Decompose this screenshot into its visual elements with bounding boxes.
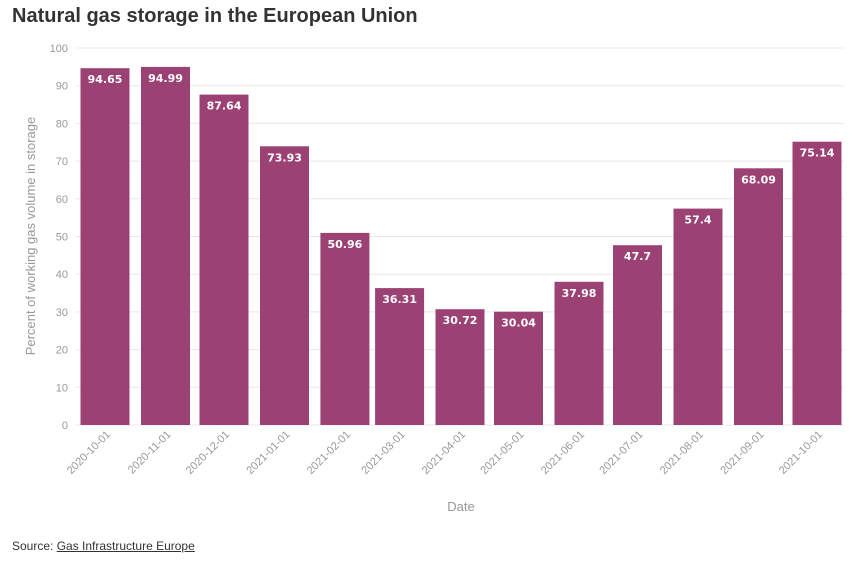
bar-value-label: 57.4 bbox=[684, 214, 711, 227]
y-tick-label: 80 bbox=[56, 118, 68, 130]
y-axis-label: Percent of working gas volume in storage bbox=[23, 117, 38, 355]
bar-value-label: 75.14 bbox=[800, 147, 835, 160]
x-tick-label: 2021-03-01 bbox=[359, 429, 407, 477]
bar-value-label: 87.64 bbox=[207, 100, 242, 113]
bar-value-label: 94.65 bbox=[88, 73, 123, 86]
bar[interactable] bbox=[375, 288, 425, 425]
y-tick-label: 60 bbox=[56, 194, 68, 206]
x-tick-label: 2021-05-01 bbox=[478, 429, 526, 477]
bar[interactable] bbox=[80, 68, 130, 425]
bar[interactable] bbox=[260, 146, 309, 426]
bar[interactable] bbox=[673, 208, 723, 425]
source-link[interactable]: Gas Infrastructure Europe bbox=[56, 539, 195, 553]
bar-value-label: 47.7 bbox=[624, 250, 651, 263]
bar[interactable] bbox=[734, 168, 783, 426]
bar-value-label: 50.96 bbox=[328, 238, 363, 251]
y-tick-label: 30 bbox=[56, 307, 68, 319]
y-tick-label: 50 bbox=[56, 232, 68, 244]
x-tick-label: 2020-11-01 bbox=[126, 429, 174, 477]
bar[interactable] bbox=[320, 232, 370, 425]
bar-value-label: 36.31 bbox=[382, 293, 417, 306]
x-tick-label: 2021-01-01 bbox=[244, 429, 292, 477]
x-tick-label: 2021-07-01 bbox=[597, 429, 645, 477]
bars bbox=[80, 66, 842, 426]
y-axis-ticks: 0 10 20 30 40 50 60 70 80 90 100 bbox=[50, 43, 68, 432]
bar-value-label: 30.72 bbox=[443, 314, 478, 327]
y-tick-label: 40 bbox=[56, 269, 68, 281]
bar-value-label: 94.99 bbox=[148, 72, 183, 85]
x-tick-label: 2021-04-01 bbox=[420, 429, 468, 477]
y-tick-label: 70 bbox=[56, 156, 68, 168]
chart-title: Natural gas storage in the European Unio… bbox=[12, 5, 418, 27]
x-axis-ticks: 2020-10-01 2020-11-01 2020-12-01 2021-01-01… bbox=[65, 429, 825, 477]
x-tick-label: 2021-08-01 bbox=[658, 429, 706, 477]
bar-value-label: 37.98 bbox=[562, 287, 597, 300]
bar-value-label: 68.09 bbox=[741, 173, 776, 186]
bar-chart: 0 10 20 30 40 50 60 70 80 90 100 94.65 94.99 87.64 73… bbox=[23, 43, 844, 514]
bar[interactable] bbox=[613, 245, 662, 425]
y-tick-label: 10 bbox=[56, 382, 68, 394]
y-tick-label: 0 bbox=[62, 420, 68, 432]
y-tick-label: 100 bbox=[50, 43, 68, 55]
x-tick-label: 2021-09-01 bbox=[718, 429, 766, 477]
x-tick-label: 2020-12-01 bbox=[184, 429, 232, 477]
y-tick-label: 20 bbox=[56, 345, 68, 357]
bar[interactable] bbox=[792, 141, 842, 425]
bar-value-label: 73.93 bbox=[267, 151, 302, 164]
x-tick-label: 2021-06-01 bbox=[539, 429, 587, 477]
bar[interactable] bbox=[199, 94, 249, 425]
x-tick-label: 2021-10-01 bbox=[777, 429, 825, 477]
source-prefix: Source: bbox=[12, 539, 54, 553]
bar[interactable] bbox=[435, 309, 485, 425]
bar[interactable] bbox=[554, 281, 604, 425]
bar-value-label: 30.04 bbox=[501, 317, 536, 330]
x-axis-label: Date bbox=[447, 499, 474, 514]
data-labels: 94.65 94.99 87.64 73.93 50.96 36.31 30.72 30.04… bbox=[88, 72, 835, 330]
x-tick-label: 2020-10-01 bbox=[65, 429, 113, 477]
source-note: Source: Gas Infrastructure Europe bbox=[12, 539, 195, 553]
bar[interactable] bbox=[141, 66, 190, 426]
bar[interactable] bbox=[494, 311, 543, 425]
x-tick-label: 2021-02-01 bbox=[305, 429, 353, 477]
y-tick-label: 90 bbox=[56, 81, 68, 93]
